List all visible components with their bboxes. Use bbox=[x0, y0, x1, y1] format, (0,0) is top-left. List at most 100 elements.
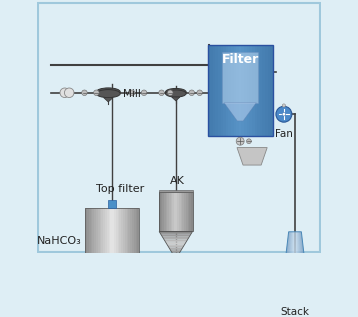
Circle shape bbox=[180, 264, 185, 269]
Polygon shape bbox=[298, 232, 304, 299]
Polygon shape bbox=[281, 232, 289, 299]
Bar bbox=[87, 208, 89, 260]
Ellipse shape bbox=[165, 90, 186, 97]
Bar bbox=[210, 45, 213, 136]
Polygon shape bbox=[295, 232, 297, 299]
Polygon shape bbox=[92, 273, 132, 275]
Bar bbox=[94, 208, 96, 260]
Circle shape bbox=[236, 137, 244, 145]
Polygon shape bbox=[170, 249, 182, 251]
Polygon shape bbox=[293, 232, 295, 299]
Bar bbox=[184, 192, 186, 231]
Bar bbox=[166, 192, 168, 231]
Polygon shape bbox=[159, 231, 193, 233]
Circle shape bbox=[189, 90, 194, 95]
Bar bbox=[260, 45, 262, 136]
Polygon shape bbox=[103, 98, 113, 102]
Circle shape bbox=[282, 113, 286, 116]
Polygon shape bbox=[172, 97, 180, 101]
Bar bbox=[98, 208, 100, 260]
Bar bbox=[247, 45, 249, 136]
Bar bbox=[174, 192, 176, 231]
Bar bbox=[161, 192, 163, 231]
Bar bbox=[134, 208, 136, 260]
Bar bbox=[252, 45, 255, 136]
Polygon shape bbox=[89, 267, 136, 269]
Polygon shape bbox=[165, 241, 187, 243]
Bar bbox=[159, 190, 193, 192]
Bar bbox=[89, 208, 91, 260]
Bar bbox=[164, 192, 166, 231]
Bar bbox=[116, 208, 118, 260]
Polygon shape bbox=[287, 232, 292, 299]
Bar bbox=[163, 192, 164, 231]
Polygon shape bbox=[95, 278, 130, 280]
Bar bbox=[221, 45, 223, 136]
Polygon shape bbox=[291, 232, 294, 299]
Circle shape bbox=[64, 88, 74, 98]
Bar bbox=[242, 45, 244, 136]
Bar bbox=[255, 45, 257, 136]
Polygon shape bbox=[296, 232, 298, 299]
Bar bbox=[213, 45, 216, 136]
Polygon shape bbox=[108, 301, 116, 303]
Bar bbox=[91, 208, 92, 260]
Bar bbox=[173, 192, 174, 231]
Polygon shape bbox=[94, 275, 131, 278]
Circle shape bbox=[168, 90, 173, 95]
Polygon shape bbox=[166, 243, 186, 244]
Circle shape bbox=[141, 90, 147, 95]
Polygon shape bbox=[292, 232, 294, 299]
Bar bbox=[85, 208, 87, 260]
Circle shape bbox=[118, 316, 124, 317]
Polygon shape bbox=[301, 232, 309, 299]
Bar bbox=[231, 45, 234, 136]
Polygon shape bbox=[164, 240, 188, 241]
Bar bbox=[171, 192, 173, 231]
Polygon shape bbox=[105, 295, 120, 297]
Bar bbox=[168, 192, 169, 231]
Polygon shape bbox=[101, 288, 124, 290]
Bar bbox=[112, 208, 114, 260]
Polygon shape bbox=[237, 148, 267, 165]
Bar bbox=[92, 208, 94, 260]
Polygon shape bbox=[103, 293, 121, 295]
Bar bbox=[120, 208, 121, 260]
Bar bbox=[159, 192, 193, 231]
Polygon shape bbox=[286, 232, 292, 299]
Bar bbox=[123, 208, 125, 260]
Bar bbox=[105, 208, 107, 260]
Bar bbox=[223, 45, 226, 136]
Polygon shape bbox=[97, 282, 127, 284]
Bar bbox=[85, 208, 139, 260]
Bar bbox=[129, 208, 130, 260]
Bar bbox=[125, 208, 127, 260]
Polygon shape bbox=[96, 280, 128, 282]
Polygon shape bbox=[88, 265, 137, 267]
Polygon shape bbox=[91, 271, 133, 273]
Circle shape bbox=[197, 90, 202, 95]
Text: Mill: Mill bbox=[122, 89, 140, 99]
Polygon shape bbox=[290, 232, 293, 299]
Bar bbox=[188, 192, 189, 231]
Bar bbox=[107, 208, 109, 260]
Bar bbox=[136, 208, 137, 260]
Circle shape bbox=[82, 90, 87, 95]
Circle shape bbox=[276, 106, 292, 122]
Bar bbox=[249, 45, 252, 136]
Polygon shape bbox=[172, 252, 180, 254]
Circle shape bbox=[108, 314, 116, 317]
Bar bbox=[218, 45, 221, 136]
Text: NaHCO₃: NaHCO₃ bbox=[37, 236, 82, 246]
Polygon shape bbox=[98, 284, 126, 286]
Polygon shape bbox=[173, 254, 179, 256]
Circle shape bbox=[60, 88, 69, 98]
Polygon shape bbox=[167, 244, 185, 246]
Bar bbox=[267, 45, 270, 136]
Circle shape bbox=[159, 90, 164, 95]
Polygon shape bbox=[90, 269, 134, 271]
Polygon shape bbox=[160, 233, 192, 235]
Circle shape bbox=[173, 263, 179, 270]
Bar bbox=[178, 192, 179, 231]
Polygon shape bbox=[161, 235, 190, 236]
